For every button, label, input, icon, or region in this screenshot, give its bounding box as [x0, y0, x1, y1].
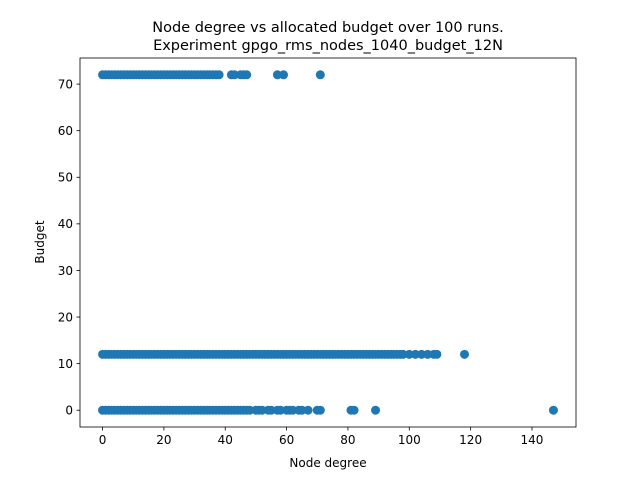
chart-title-line1: Node degree vs allocated budget over 100… — [152, 20, 503, 36]
y-tick-label-40: 40 — [58, 217, 73, 231]
point-budget_0-61 — [303, 405, 313, 415]
y-tick-label-10: 10 — [58, 357, 73, 371]
x-axis-ticks: 0 20 40 60 80 100 120 140 — [99, 427, 544, 447]
point-budget_72-46 — [315, 70, 325, 80]
x-tick-label-120: 120 — [459, 433, 482, 447]
x-axis-label: Node degree — [289, 456, 366, 470]
x-tick-label-40: 40 — [218, 433, 233, 447]
point-budget_0-63 — [315, 405, 325, 415]
x-tick-label-20: 20 — [156, 433, 171, 447]
point-budget_72-38 — [214, 70, 224, 80]
plot-frame — [79, 57, 577, 428]
x-tick-label-0: 0 — [99, 433, 107, 447]
y-tick-label-20: 20 — [58, 310, 73, 324]
x-tick-label-60: 60 — [279, 433, 294, 447]
y-tick-label-30: 30 — [58, 264, 73, 278]
y-axis-ticks: 0 10 20 30 40 50 60 70 — [58, 77, 80, 418]
point-budget_12-105 — [460, 349, 469, 359]
point-budget_72-45 — [279, 70, 289, 80]
y-tick-label-70: 70 — [58, 77, 73, 91]
chart-title-line2: Experiment gpgo_rms_nodes_1040_budget_12… — [153, 38, 503, 54]
y-tick-label-50: 50 — [58, 171, 73, 185]
y-tick-label-60: 60 — [58, 124, 73, 138]
point-budget_72-43 — [242, 70, 252, 80]
x-tick-label-100: 100 — [398, 433, 421, 447]
point-budget_0-66 — [371, 405, 381, 415]
point-budget_0-65 — [349, 405, 359, 415]
x-tick-label-80: 80 — [340, 433, 355, 447]
data-points — [98, 70, 558, 415]
point-budget_0-67 — [548, 405, 558, 415]
y-tick-label-0: 0 — [65, 404, 73, 418]
point-budget_12-104 — [432, 349, 442, 359]
x-tick-label-140: 140 — [521, 433, 544, 447]
y-axis-label: Budget — [33, 220, 47, 263]
